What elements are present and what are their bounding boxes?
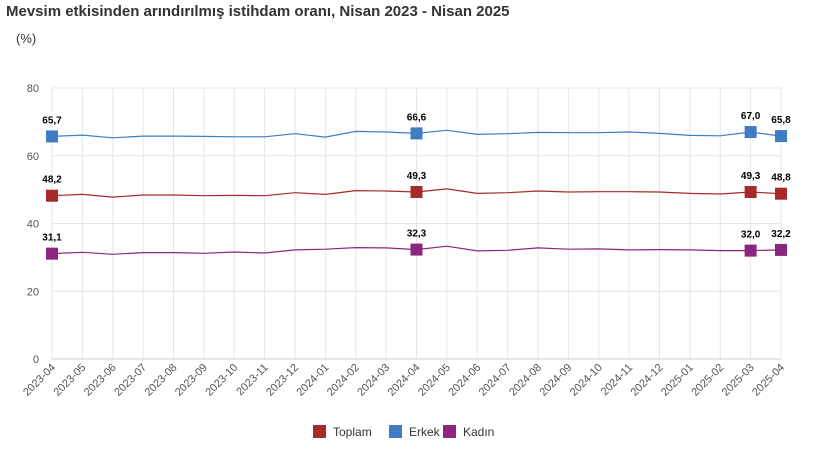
data-label: 67,0 — [741, 111, 761, 122]
data-label: 48,8 — [771, 173, 791, 184]
legend-label[interactable]: Kadın — [463, 425, 494, 439]
x-tick-label: 2023-10 — [203, 362, 240, 399]
chart-title: Mevsim etkisinden arındırılmış istihdam … — [6, 3, 510, 20]
data-marker[interactable] — [744, 126, 757, 139]
x-tick-label: 2024-02 — [325, 362, 362, 399]
x-tick-label: 2024-07 — [477, 362, 514, 399]
legend-swatch[interactable] — [389, 425, 402, 438]
data-marker[interactable] — [410, 185, 423, 198]
data-marker[interactable] — [46, 130, 58, 143]
y-tick-label: 40 — [27, 219, 39, 231]
legend-swatch[interactable] — [313, 425, 326, 438]
legend-label[interactable]: Erkek — [409, 425, 441, 439]
data-label: 32,0 — [741, 230, 761, 241]
data-marker[interactable] — [410, 127, 423, 140]
x-tick-label: 2024-04 — [386, 362, 423, 399]
x-tick-label: 2024-06 — [446, 362, 483, 399]
data-label: 65,7 — [42, 115, 62, 126]
x-tick-label: 2023-12 — [264, 362, 301, 399]
x-tick-label: 2025-03 — [720, 362, 757, 399]
data-marker[interactable] — [775, 187, 787, 200]
y-tick-label: 0 — [33, 354, 39, 366]
x-tick-label: 2023-08 — [143, 362, 180, 399]
data-marker[interactable] — [46, 189, 58, 202]
data-marker[interactable] — [775, 130, 787, 143]
data-label: 66,6 — [407, 112, 427, 123]
x-tick-label: 2025-04 — [750, 362, 787, 399]
legend-swatch[interactable] — [443, 425, 456, 438]
x-tick-label: 2025-01 — [659, 362, 696, 399]
x-tick-label: 2024-10 — [568, 362, 605, 399]
x-tick-label: 2023-06 — [82, 362, 119, 399]
data-label: 32,2 — [771, 229, 791, 240]
x-tick-label: 2023-09 — [173, 362, 210, 399]
data-marker[interactable] — [744, 244, 757, 257]
data-marker[interactable] — [775, 243, 787, 256]
x-tick-label: 2024-01 — [294, 362, 331, 399]
x-tick-label: 2023-04 — [21, 362, 58, 399]
data-marker[interactable] — [744, 185, 757, 198]
data-label: 48,2 — [42, 175, 62, 186]
data-marker[interactable] — [410, 243, 423, 256]
data-label: 65,8 — [771, 115, 791, 126]
chart-subtitle: (%) — [16, 31, 37, 46]
x-tick-label: 2023-05 — [51, 362, 88, 399]
data-marker[interactable] — [46, 247, 58, 260]
x-tick-label: 2024-08 — [507, 362, 544, 399]
x-tick-label: 2024-05 — [416, 362, 453, 399]
x-tick-label: 2024-12 — [629, 362, 666, 399]
x-tick-label: 2023-07 — [112, 362, 149, 399]
x-tick-label: 2024-03 — [355, 362, 392, 399]
x-tick-label: 2025-02 — [689, 362, 726, 399]
y-tick-label: 60 — [27, 151, 39, 163]
y-tick-label: 80 — [27, 83, 39, 95]
y-tick-label: 20 — [27, 286, 39, 298]
data-label: 49,3 — [407, 171, 427, 182]
data-label: 31,1 — [42, 233, 62, 244]
legend-label[interactable]: Toplam — [333, 425, 372, 439]
data-label: 32,3 — [407, 229, 427, 240]
x-tick-label: 2024-09 — [537, 362, 574, 399]
data-label: 49,3 — [741, 171, 761, 182]
